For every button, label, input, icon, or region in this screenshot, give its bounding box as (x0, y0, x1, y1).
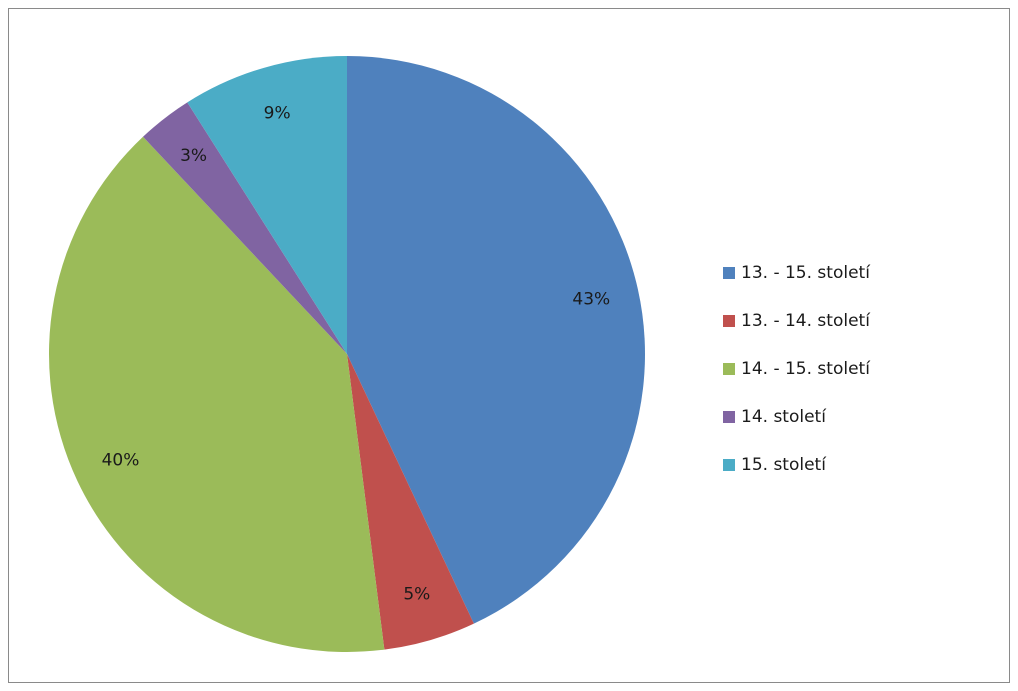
slice-data-label: 3% (180, 146, 207, 166)
pie-slice (187, 56, 347, 354)
pie-slice (143, 102, 347, 354)
chart-area: 43% 5% 40% 3% 9% 13. - 15. století 13. - 14.… (8, 8, 1010, 683)
legend-swatch (723, 315, 735, 327)
legend-label: 13. - 14. století (741, 311, 870, 331)
legend-item: 13. - 15. století (723, 261, 870, 285)
legend: 13. - 15. století 13. - 14. století 14. … (723, 261, 870, 501)
legend-swatch (723, 459, 735, 471)
legend-label: 15. století (741, 455, 826, 475)
legend-item: 14. - 15. století (723, 357, 870, 381)
pie-slice (48, 136, 385, 653)
legend-label: 13. - 15. století (741, 263, 870, 283)
slice-data-label: 5% (403, 584, 430, 604)
slice-data-label: 9% (264, 104, 291, 124)
legend-swatch (723, 411, 735, 423)
legend-swatch (723, 267, 735, 279)
legend-label: 14. století (741, 407, 826, 427)
legend-item: 13. - 14. století (723, 309, 870, 333)
pie-chart: 43% 5% 40% 3% 9% (48, 56, 646, 653)
legend-item: 14. století (723, 405, 870, 429)
legend-label: 14. - 15. století (741, 359, 870, 379)
legend-item: 15. století (723, 453, 870, 477)
pie-slice (347, 56, 646, 624)
pie-slice (347, 354, 474, 650)
slice-data-label: 40% (102, 451, 140, 471)
slice-data-label: 43% (572, 289, 610, 309)
legend-swatch (723, 363, 735, 375)
